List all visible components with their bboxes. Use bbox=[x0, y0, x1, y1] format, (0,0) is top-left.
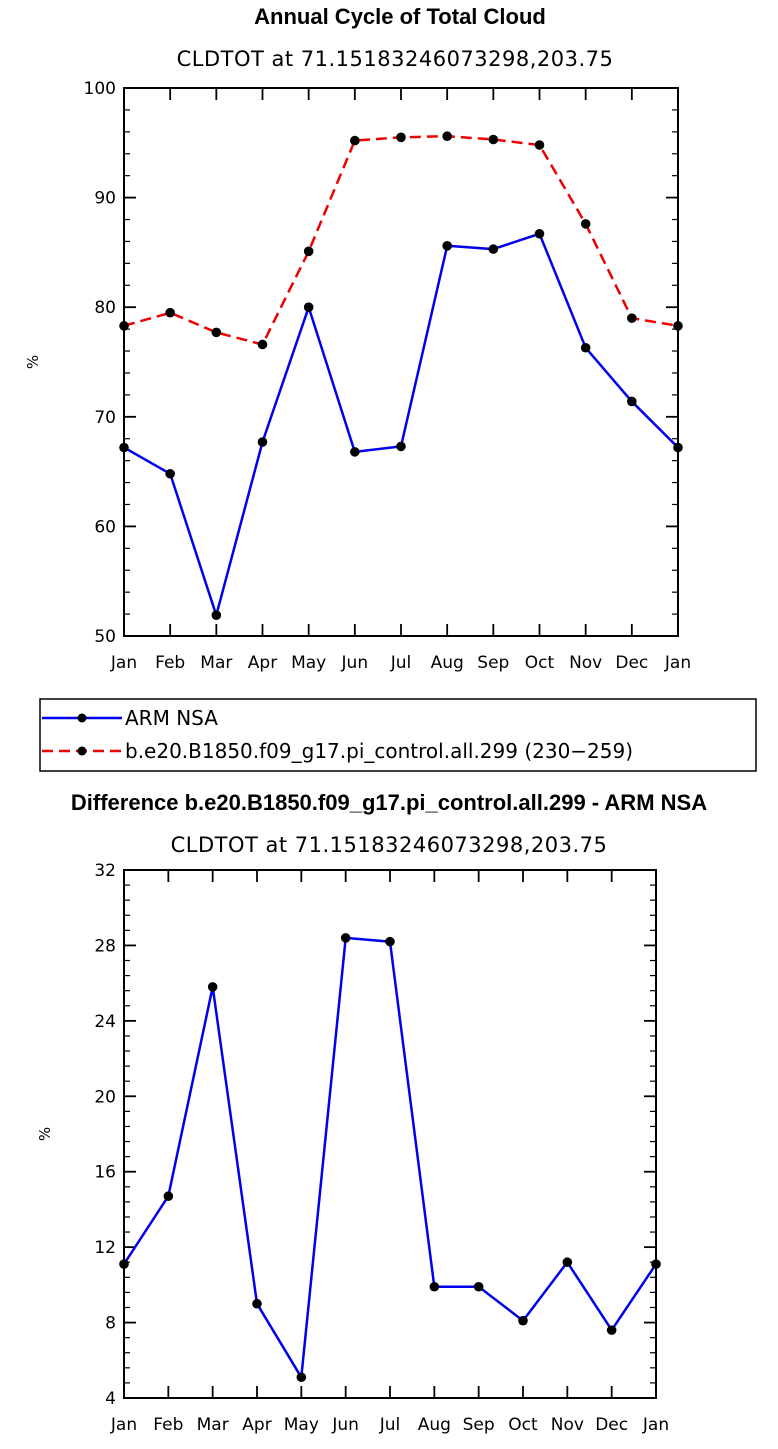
chart2-series-0-point bbox=[252, 1298, 262, 1309]
chart2-xtick-label: Jun bbox=[331, 1415, 359, 1435]
chart2-xtick-label: Jan bbox=[642, 1415, 669, 1435]
chart2-series-line-0 bbox=[122, 936, 658, 1379]
chart1-series-1-point bbox=[165, 307, 175, 318]
chart1-series-0-point bbox=[165, 468, 175, 479]
chart2-xtick-label: Feb bbox=[153, 1415, 183, 1435]
chart1-xtick-label: Jul bbox=[390, 653, 412, 673]
chart1-xtick-label: Aug bbox=[431, 653, 464, 673]
chart2-ytick-label: 24 bbox=[94, 1012, 116, 1032]
chart1-series-line-0 bbox=[123, 232, 679, 617]
chart2-series-0-point bbox=[429, 1281, 440, 1292]
chart1-series-line-1 bbox=[123, 134, 679, 346]
chart1-ylabel: % bbox=[24, 355, 42, 369]
chart1-title: Annual Cycle of Total Cloud bbox=[254, 4, 546, 29]
chart2-series-0-point bbox=[163, 1191, 174, 1202]
chart2-subtitle: CLDTOT at 71.15183246073298,203.75 bbox=[171, 833, 608, 857]
chart1-xtick-label: Jan bbox=[664, 653, 691, 673]
chart1-series-1-point bbox=[673, 321, 683, 331]
chart1-series-0-point bbox=[534, 228, 545, 239]
chart2-ytick-label: 20 bbox=[94, 1087, 116, 1107]
chart1-series-1-point bbox=[442, 131, 452, 142]
chart2-ytick-label: 4 bbox=[105, 1389, 116, 1409]
chart1-xtick-label: Nov bbox=[569, 653, 602, 673]
chart1-series-0-point bbox=[350, 447, 360, 457]
chart1-frame bbox=[123, 87, 679, 637]
chart2-xtick-label: May bbox=[284, 1415, 319, 1435]
chart2-series-0-point bbox=[651, 1259, 661, 1269]
chart1-series-0-point bbox=[627, 396, 637, 407]
chart1-ytick-label: 70 bbox=[94, 408, 116, 428]
chart2-series-0-point bbox=[562, 1257, 573, 1268]
legend-marker-arm bbox=[77, 713, 87, 723]
chart1-plot: 50 60 70 80 90 100 Jan Feb Mar Apr May Jun Jul Aug Sep… bbox=[84, 79, 692, 673]
chart1-series-0-point bbox=[673, 442, 683, 453]
chart2-ytick-label: 8 bbox=[105, 1314, 116, 1334]
chart1-ytick-label: 50 bbox=[94, 627, 116, 647]
chart1-series-0-point bbox=[396, 441, 406, 452]
chart1-series-0-point bbox=[119, 442, 129, 453]
chart2-series-0-point bbox=[606, 1325, 617, 1335]
chart1-series-1-point bbox=[534, 140, 545, 150]
chart1-series-1-point bbox=[396, 132, 406, 143]
chart2-ylabel: % bbox=[36, 1127, 54, 1141]
chart1-ytick-label: 100 bbox=[84, 79, 116, 99]
chart1-xtick-label: Apr bbox=[248, 653, 277, 673]
chart1-xtick-label: May bbox=[291, 653, 326, 673]
chart2-series-0-point bbox=[518, 1315, 528, 1326]
chart1-xtick-label: Mar bbox=[200, 653, 232, 673]
chart2-title: Difference b.e20.B1850.f09_g17.pi_contro… bbox=[71, 790, 707, 815]
chart1-series-1-point bbox=[211, 327, 222, 338]
chart1-series-1-point bbox=[350, 135, 360, 146]
chart1-xtick-label: Jun bbox=[341, 653, 369, 673]
chart1-ytick-label: 90 bbox=[94, 189, 116, 209]
chart2-ytick-label: 28 bbox=[94, 936, 116, 956]
chart2-xtick-label: Nov bbox=[551, 1415, 584, 1435]
chart2-xtick-label: Dec bbox=[595, 1415, 628, 1435]
chart1-series-0-point bbox=[257, 437, 268, 447]
chart1-series-0-point bbox=[580, 342, 591, 353]
chart2-xtick-label: Mar bbox=[197, 1415, 229, 1435]
chart1-ytick-label: 80 bbox=[94, 298, 116, 318]
legend-box bbox=[39, 698, 757, 772]
chart1-series-1-point bbox=[257, 339, 268, 350]
chart1-series-0-point bbox=[442, 241, 452, 251]
legend-label-arm: ARM NSA bbox=[125, 706, 218, 730]
chart1-xtick-label: Oct bbox=[525, 653, 555, 673]
chart1-series-0-point bbox=[211, 610, 222, 620]
legend-marker-model bbox=[77, 746, 87, 756]
chart1-series-0-point bbox=[303, 302, 314, 313]
chart2-xtick-label: Jan bbox=[110, 1415, 137, 1435]
chart1-series-1-point bbox=[119, 321, 129, 331]
chart1-xtick-label: Sep bbox=[477, 653, 509, 673]
chart2-ytick-label: 12 bbox=[94, 1238, 116, 1258]
chart2-xtick-label: Aug bbox=[418, 1415, 451, 1435]
chart2-series-0-point bbox=[340, 933, 351, 943]
chart1-series-1-point bbox=[303, 246, 314, 257]
chart2-series-0-point bbox=[119, 1259, 129, 1269]
chart1-xtick-label: Jan bbox=[110, 653, 137, 673]
chart1-series-1-point bbox=[627, 313, 637, 323]
chart2-series-0-point bbox=[296, 1372, 307, 1383]
chart1-series-1-point bbox=[488, 134, 499, 145]
chart2-xtick-label: Oct bbox=[508, 1415, 538, 1435]
chart2-xtick-label: Sep bbox=[463, 1415, 495, 1435]
chart1-ytick-label: 60 bbox=[94, 517, 116, 537]
chart2-ytick-label: 32 bbox=[94, 861, 116, 881]
chart1-series-1-point bbox=[580, 219, 591, 229]
chart2-plot: 4 8 12 16 20 24 28 32 Jan Feb Mar Apr May Jun Jul Aug Se… bbox=[94, 861, 669, 1435]
chart1-xtick-label: Dec bbox=[615, 653, 648, 673]
chart1-series-0-point bbox=[488, 244, 499, 254]
chart2-series-0-point bbox=[207, 982, 218, 992]
chart1-subtitle: CLDTOT at 71.15183246073298,203.75 bbox=[177, 47, 614, 71]
legend-label-model: b.e20.B1850.f09_g17.pi_control.all.299 (… bbox=[125, 739, 633, 763]
chart2-series-0-point bbox=[385, 936, 395, 947]
chart1-legend: ARM NSA b.e20.B1850.f09_g17.pi_control.a… bbox=[39, 698, 757, 772]
chart1-xtick-label: Feb bbox=[155, 653, 185, 673]
chart2-series-0-point bbox=[473, 1281, 484, 1292]
chart2-xtick-label: Apr bbox=[242, 1415, 271, 1435]
chart2-ytick-label: 16 bbox=[94, 1163, 116, 1183]
chart2-xtick-label: Jul bbox=[379, 1415, 401, 1435]
